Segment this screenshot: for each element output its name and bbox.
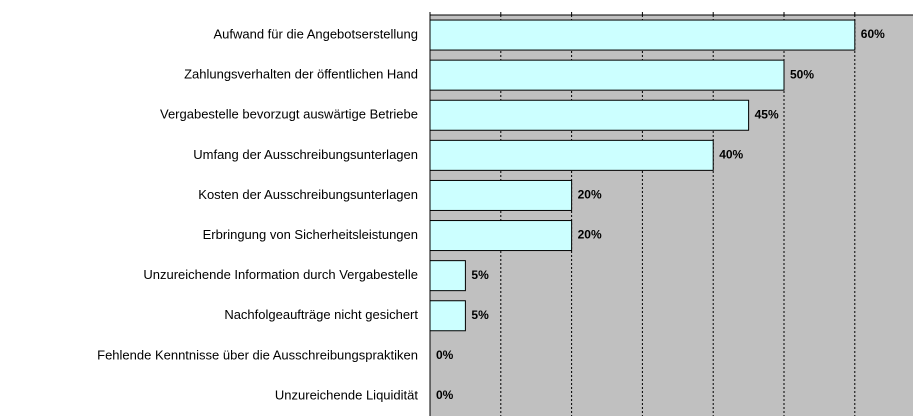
y-tick-label: Unzureichende Liquidität — [275, 387, 418, 402]
value-label: 0% — [436, 348, 454, 362]
value-label: 5% — [471, 268, 489, 282]
value-label: 40% — [719, 148, 743, 162]
y-tick-label: Kosten der Ausschreibungsunterlagen — [198, 187, 418, 202]
bar — [429, 19, 856, 51]
y-tick-label: Fehlende Kenntnisse über die Ausschreibu… — [97, 347, 418, 362]
y-tick-label: Erbringung von Sicherheitsleistungen — [203, 227, 418, 242]
y-tick-label: Unzureichende Information durch Vergabes… — [143, 267, 418, 282]
bar — [429, 300, 466, 332]
value-label: 50% — [790, 67, 814, 81]
value-label: 0% — [436, 388, 454, 402]
bar — [429, 139, 714, 171]
y-tick-label: Vergabestelle bevorzugt auswärtige Betri… — [160, 107, 418, 122]
y-tick-label: Zahlungsverhalten der öffentlichen Hand — [184, 67, 418, 82]
value-label: 20% — [578, 188, 602, 202]
y-tick-label: Nachfolgeaufträge nicht gesichert — [224, 307, 418, 322]
value-label: 5% — [471, 308, 489, 322]
bar — [429, 99, 750, 131]
y-tick-label: Aufwand für die Angebotserstellung — [213, 26, 418, 41]
bar — [429, 59, 785, 91]
value-label: 20% — [578, 228, 602, 242]
y-tick-label: Umfang der Ausschreibungsunterlagen — [193, 147, 418, 162]
value-label: 60% — [861, 27, 885, 41]
bar — [429, 260, 466, 292]
bar — [429, 179, 573, 211]
value-label: 45% — [755, 107, 779, 121]
bar — [429, 220, 573, 252]
